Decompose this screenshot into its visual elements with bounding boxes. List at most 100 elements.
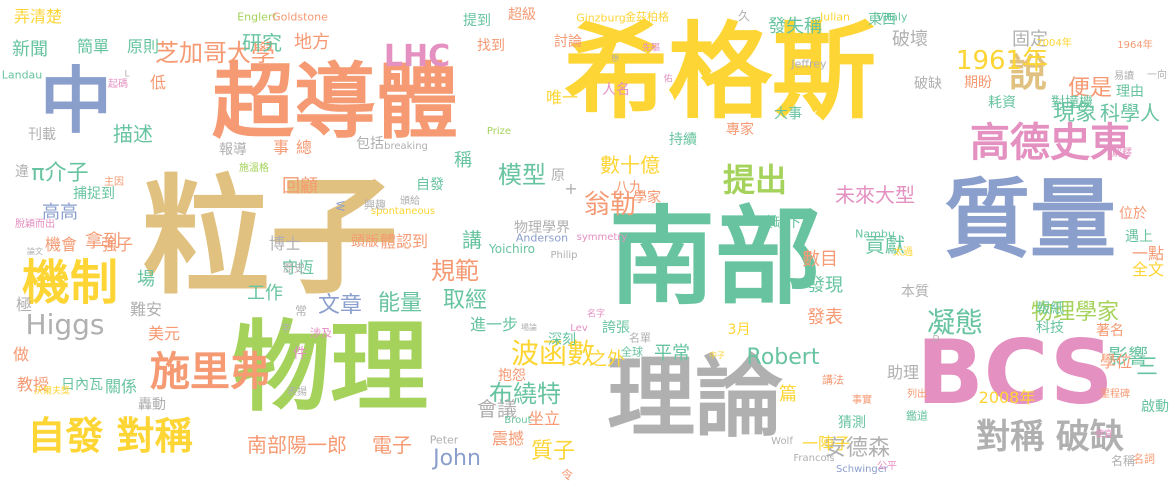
cloud-word: 全文 [1131, 260, 1165, 279]
cloud-word: breaking [384, 141, 428, 152]
cloud-word: 名詞 [1133, 452, 1155, 466]
cloud-word: Francois [793, 453, 835, 464]
cloud-word: 包括 [356, 136, 384, 152]
cloud-word: 簡單 [76, 37, 110, 56]
cloud-word: Julian [819, 10, 851, 24]
cloud-word: 列出 [907, 389, 927, 400]
cloud-word: 震撼 [491, 429, 525, 448]
cloud-word: 唯一 [545, 88, 579, 107]
cloud-word: 理論 [606, 346, 784, 449]
cloud-word: 工作 [247, 283, 283, 304]
cloud-word: 難安 [129, 300, 163, 319]
cloud-word: 轟動 [138, 397, 166, 413]
cloud-word: 布繞特 [489, 380, 561, 408]
cloud-word: 便是 [1067, 76, 1113, 101]
cloud-word: 持續 [669, 132, 697, 148]
cloud-word: 1961年 [955, 46, 1049, 76]
cloud-word: 高德史東 [970, 120, 1130, 166]
cloud-word: 科學人 [1100, 101, 1160, 125]
cloud-word: 脫穎而出 [15, 219, 55, 230]
cloud-word: D [932, 334, 940, 345]
cloud-word: 南部 [609, 196, 821, 319]
cloud-word: Higgs [25, 308, 105, 341]
cloud-word: 極 [15, 295, 33, 314]
cloud-word: Jeffrey [791, 57, 827, 71]
cloud-word: 安德森 [823, 436, 891, 461]
cloud-word: Peter [429, 433, 459, 447]
cloud-word: 事實 [852, 395, 872, 406]
cloud-word: 發現 [807, 275, 843, 296]
cloud-word: 誇張 [602, 320, 630, 336]
cloud-word: 施里弗 [150, 349, 270, 395]
cloud-word: 原則 [126, 37, 160, 56]
cloud-word: 中 [39, 59, 113, 143]
cloud-word: 本質 [901, 284, 929, 300]
cloud-word: 學家 [633, 190, 661, 206]
cloud-word: 稱 [454, 150, 472, 171]
cloud-word: Yoichiro [489, 242, 535, 256]
cloud-word: 太過 [893, 247, 913, 258]
cloud-word: 東西 [868, 12, 896, 28]
cloud-word: spontaneous [370, 206, 436, 217]
cloud-word: Lev [570, 323, 588, 334]
cloud-word: Landau [1, 68, 43, 82]
cloud-word: 起碼 [108, 79, 128, 90]
cloud-word: 歷史 [283, 261, 305, 275]
cloud-word: 物理 [231, 311, 429, 425]
cloud-word: 提出 [722, 161, 788, 199]
cloud-word: Nambu [855, 227, 895, 241]
cloud-word: 鑑道 [906, 409, 928, 423]
cloud-word: 坐立 [527, 409, 561, 428]
cloud-word: 數目 [802, 249, 838, 270]
cloud-word: 芝加哥大學 [155, 39, 275, 67]
cloud-word: 大事 [774, 106, 802, 122]
cloud-word: 原 [551, 168, 565, 184]
cloud-word: 破缺 [914, 76, 942, 92]
cloud-word: 理由 [1116, 84, 1144, 100]
cloud-word: 機制 [21, 255, 119, 311]
cloud-word: 日內瓦 [61, 377, 103, 393]
cloud-word: 描述 [113, 122, 153, 146]
cloud-word: + [564, 179, 578, 198]
cloud-word: 破壞 [892, 29, 928, 50]
cloud-word: 解釋 [1112, 148, 1132, 159]
cloud-word: 提到 [463, 13, 491, 29]
cloud-word: 期盼 [964, 75, 992, 91]
cloud-word: 名單 [629, 331, 651, 345]
cloud-word: 機會 [44, 235, 78, 254]
cloud-word: 會議 [477, 397, 517, 421]
cloud-word: 名字 [586, 309, 606, 320]
cloud-word: 翁勒 [583, 190, 637, 220]
cloud-word: 粒子 [141, 163, 399, 312]
cloud-word: L [124, 69, 130, 80]
cloud-word: 助理 [886, 363, 920, 382]
cloud-word: 發失稱 [768, 16, 822, 37]
cloud-word: 里程碑 [1100, 389, 1130, 400]
cloud-word: 場論 [521, 323, 537, 332]
cloud-word: 興趣 [364, 198, 386, 212]
cloud-word: 固定 [1012, 29, 1048, 50]
cloud-word: 抱怨 [498, 368, 526, 384]
cloud-word: 美元 [147, 324, 181, 343]
cloud-word: 猜測 [838, 415, 866, 431]
cloud-word: 令 [560, 468, 574, 482]
cloud-word: LHC [383, 39, 451, 74]
cloud-word: Anderson [515, 231, 569, 245]
cloud-word: 常 [294, 304, 308, 318]
cloud-word: 弄清楚 [13, 7, 63, 26]
cloud-word: 件 [293, 346, 307, 362]
cloud-word: Englert [237, 10, 277, 24]
cloud-word: 耗資 [988, 95, 1016, 111]
cloud-word: 現象 [1052, 101, 1098, 126]
cloud-word: 文章 [317, 293, 363, 318]
cloud-word: 超級 [508, 7, 536, 23]
cloud-word: John [433, 446, 481, 471]
cloud-word: 研究 [242, 31, 282, 55]
cloud-word: 守恆 [281, 258, 315, 277]
cloud-word: 自發 對稱 [27, 414, 193, 458]
cloud-word: 述 [293, 268, 295, 270]
cloud-word: 超導體 [211, 55, 459, 150]
cloud-word: 質量 [944, 170, 1116, 270]
cloud-word: 3月 [727, 322, 751, 338]
cloud-word: 貢獻 [865, 233, 905, 257]
